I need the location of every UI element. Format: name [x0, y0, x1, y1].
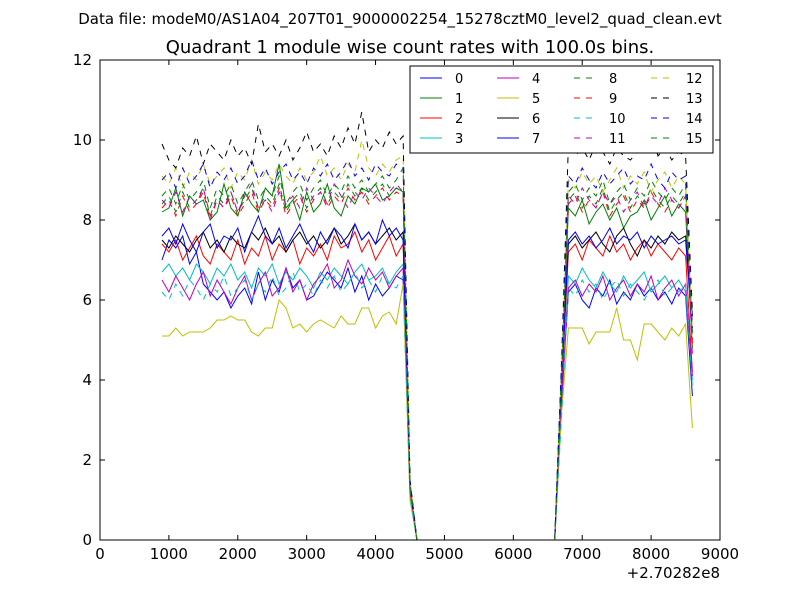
series-line-3 — [161, 262, 693, 541]
series-line-6 — [161, 222, 693, 541]
series-line-12 — [161, 139, 693, 541]
x-tick-label: 3000 — [288, 545, 326, 563]
series-line-4 — [161, 258, 693, 541]
legend-label-5: 5 — [532, 92, 540, 107]
x-tick-label: 8000 — [632, 545, 670, 563]
legend-label-8: 8 — [609, 72, 617, 87]
x-axis: 0 1000 2000 3000 4000 5000 6000 7000 8000 9000 — [95, 60, 739, 563]
legend-label-14: 14 — [686, 112, 703, 127]
x-tick-label: 5000 — [425, 545, 463, 563]
series-line-14 — [161, 158, 693, 541]
x-tick-label: 0 — [95, 545, 105, 563]
x-tick-label: 7000 — [563, 545, 601, 563]
series-line-8 — [161, 182, 693, 541]
legend-label-10: 10 — [609, 112, 626, 127]
legend-label-4: 4 — [532, 72, 540, 87]
series-line-11 — [161, 182, 693, 541]
x-tick-label: 1000 — [150, 545, 188, 563]
legend-label-11: 11 — [609, 132, 626, 147]
x-tick-label: 6000 — [494, 545, 532, 563]
y-tick-label: 8 — [82, 211, 92, 229]
chart-title: Quadrant 1 module wise count rates with … — [166, 37, 655, 58]
y-tick-label: 2 — [82, 451, 92, 469]
series-line-5 — [162, 283, 693, 541]
legend-label-7: 7 — [532, 132, 540, 147]
series-line-7 — [161, 214, 693, 541]
legend-box — [409, 65, 714, 154]
x-tick-label: 9000 — [701, 545, 739, 563]
legend-label-0: 0 — [455, 72, 463, 87]
legend-label-1: 1 — [455, 92, 463, 107]
legend-label-12: 12 — [686, 72, 703, 87]
y-tick-label: 12 — [73, 51, 92, 69]
legend-label-9: 9 — [609, 92, 617, 107]
y-tick-label: 4 — [82, 371, 92, 389]
legend-label-6: 6 — [532, 112, 540, 127]
series-line-1 — [161, 163, 693, 541]
legend-label-13: 13 — [686, 92, 703, 107]
series-line-10 — [161, 270, 693, 541]
y-tick-label: 10 — [73, 131, 92, 149]
series-line-2 — [161, 230, 693, 541]
legend-label-15: 15 — [686, 132, 703, 147]
series-line-13 — [161, 111, 693, 541]
series-line-15 — [161, 166, 693, 541]
legend-label-2: 2 — [455, 112, 463, 127]
x-tick-label: 4000 — [356, 545, 394, 563]
y-tick-label: 6 — [82, 291, 92, 309]
legend-label-3: 3 — [455, 132, 463, 147]
suptitle: Data file: modeM0/AS1A04_207T01_90000022… — [78, 10, 722, 29]
plot-lines — [161, 111, 693, 541]
x-tick-label: 2000 — [219, 545, 257, 563]
y-tick-label: 0 — [82, 531, 92, 549]
x-offset-label: +2.70282e8 — [627, 564, 720, 582]
